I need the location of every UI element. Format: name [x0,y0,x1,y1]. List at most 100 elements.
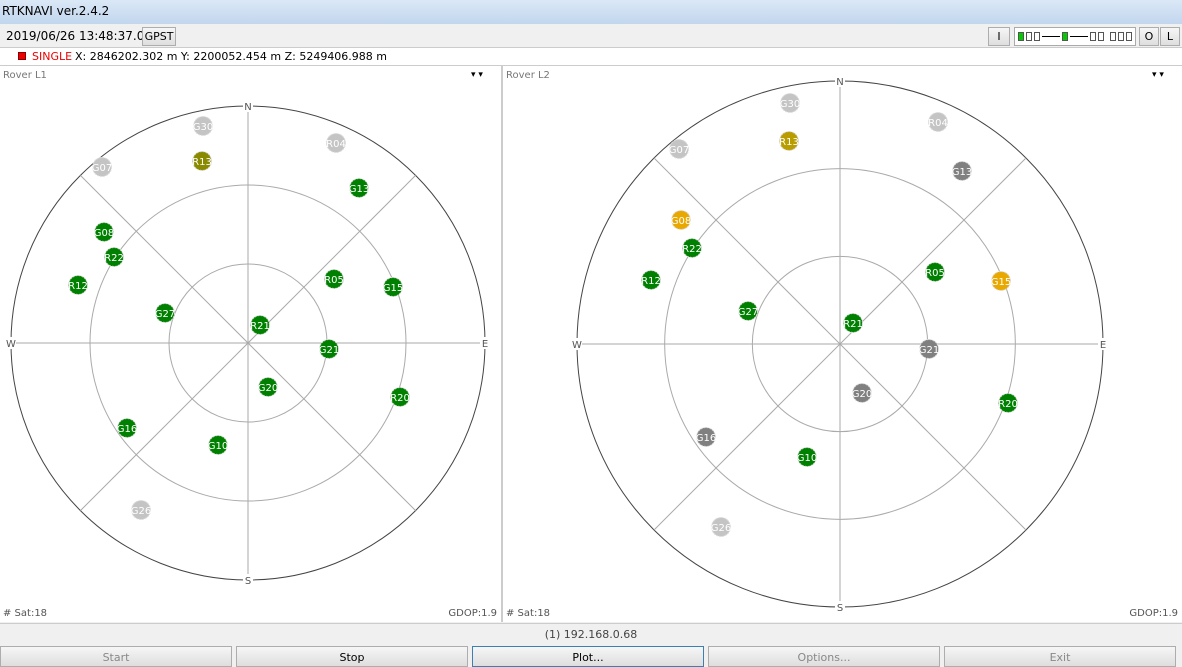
compass-label: W [6,339,16,350]
satellite [696,427,716,447]
panel-menu[interactable]: ▾ ▾ [1152,70,1164,80]
satellite [92,157,112,177]
satellite-label: R20 [998,399,1018,410]
action-button[interactable]: Start [0,646,232,667]
satellite [991,271,1011,291]
satellite-label: R22 [104,253,124,264]
panel-title: Rover L2 [506,70,550,81]
satellite-label: G21 [919,345,939,356]
toolbar: 2019/06/26 13:48:37.0 GPST I O L [0,24,1182,48]
satellite-label: R04 [326,139,346,150]
action-button[interactable]: Stop [236,646,468,667]
satellite-label: G07 [92,163,112,174]
compass-bg [572,338,582,350]
satellite [852,383,872,403]
satellite [155,303,175,323]
skyplot-panel: Rover L1 ▾ ▾ N E S W G30 G07 R13 R04 G13 G08 R22 R12 G… [0,66,501,622]
satellite [192,151,212,171]
satellite-label: R21 [843,319,863,330]
satellite [998,393,1018,413]
satellite [390,387,410,407]
satellite [131,500,151,520]
gdop: GDOP:1.9 [448,608,497,619]
satellite [952,161,972,181]
satellite [843,313,863,333]
time-system-button[interactable]: GPST [142,27,176,46]
satellite-label: G27 [155,309,175,320]
satellite-label: R12 [641,276,661,287]
satellite [319,339,339,359]
satellite [324,269,344,289]
satellite [641,270,661,290]
satellite [797,447,817,467]
satellite [258,377,278,397]
satellite-label: G26 [711,523,731,534]
satellite-label: R22 [682,244,702,255]
satellite-label: G08 [94,228,114,239]
satellite-label: R13 [779,137,799,148]
satellite [193,116,213,136]
action-button[interactable]: Exit [944,646,1176,667]
satellite [682,238,702,258]
satellite-label: G16 [696,433,716,444]
satellite [208,435,228,455]
output-button[interactable]: O [1139,27,1159,46]
satellite-label: R21 [250,321,270,332]
compass-bg [480,337,490,349]
satellite [349,178,369,198]
satellite-label: G30 [780,99,800,110]
compass-label: E [482,339,488,350]
compass-label: E [1100,340,1106,351]
satellite-label: G21 [319,345,339,356]
compass-bg [835,601,845,613]
satellite-label: G20 [852,389,872,400]
satellite-label: R12 [68,281,88,292]
satellite [738,301,758,321]
sat-count: # Sat:18 [506,608,550,619]
compass-bg [243,574,253,586]
satellite [250,315,270,335]
satellite [928,112,948,132]
solution-status: SINGLE [32,50,73,63]
status-bar: (1) 192.168.0.68 [0,623,1182,645]
satellite-label: G13 [952,167,972,178]
satellite [94,222,114,242]
satellite-label: G20 [258,383,278,394]
input-button[interactable]: I [988,27,1010,46]
satellite [383,277,403,297]
action-button[interactable]: Plot... [472,646,704,667]
title-bar: RTKNAVI ver.2.4.2 [0,0,1182,24]
satellite-label: G08 [671,216,691,227]
compass-label: S [837,603,843,614]
satellite-label: R05 [925,268,945,279]
satellite-label: G16 [117,424,137,435]
azimuth-line [80,175,416,511]
panel-menu[interactable]: ▾ ▾ [471,70,483,80]
compass-bg [835,75,845,87]
action-button[interactable]: Options... [708,646,940,667]
satellite [711,517,731,537]
satellite [104,247,124,267]
satellite-label: R20 [390,393,410,404]
satellite [780,93,800,113]
solution-bar: SINGLE X: 2846202.302 m Y: 2200052.454 m… [0,48,1182,66]
satellite [919,339,939,359]
satellite [326,133,346,153]
skyplot-panel: Rover L2 ▾ ▾ N E S W G30 G07 R13 R04 G13 G08 R22 R12 G… [503,66,1182,622]
compass-label: S [245,576,251,587]
compass-label: N [244,102,251,113]
connection: (1) 192.168.0.68 [544,628,638,641]
log-button[interactable]: L [1160,27,1180,46]
satellite [671,210,691,230]
azimuth-line [653,157,1027,531]
compass-label: N [836,77,843,88]
compass-bg [243,100,253,112]
compass-bg [1098,338,1108,350]
satellite-label: R13 [192,157,212,168]
satellite-label: R05 [324,275,344,286]
stream-indicators [1014,27,1136,46]
satellite-label: G15 [383,283,403,294]
satellite [669,139,689,159]
panel-bg [0,66,501,622]
